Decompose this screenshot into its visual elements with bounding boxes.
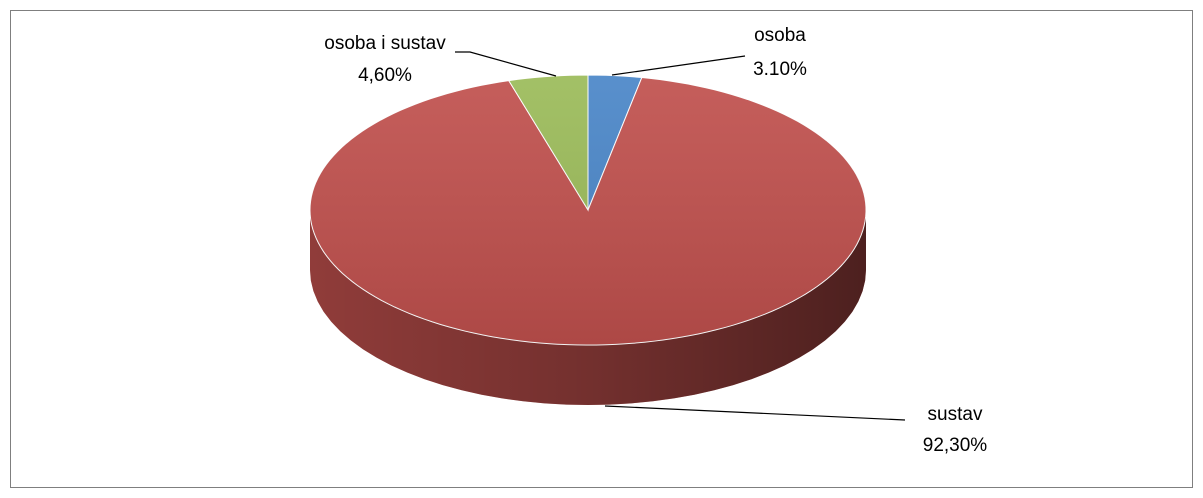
data-label-value: 92,30% [923, 435, 988, 456]
leader-line [611, 55, 746, 76]
data-label-name: osoba i sustav [324, 33, 446, 54]
data-label-name: sustav [928, 404, 983, 425]
data-label-value: 3.10% [753, 59, 807, 80]
data-label-name: osoba [754, 25, 806, 46]
data-label-value: 4,60% [358, 65, 412, 86]
slice-side-shade [310, 210, 866, 405]
top-shade [310, 75, 866, 345]
leader-line [604, 405, 906, 421]
leader-line [455, 51, 557, 77]
